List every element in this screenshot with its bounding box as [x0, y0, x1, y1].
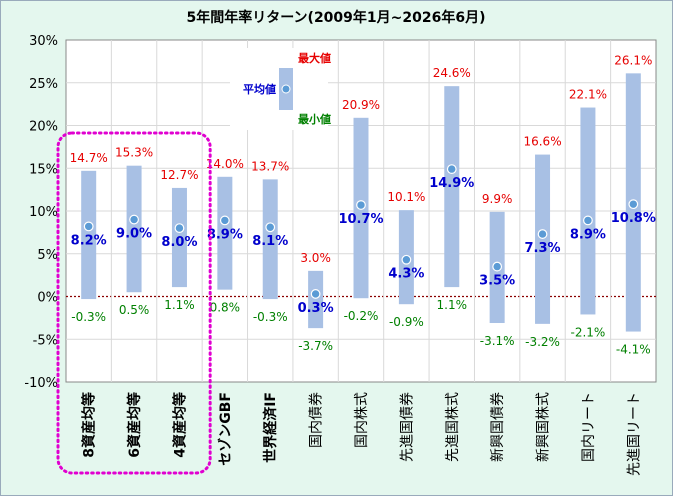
- x-category-label: 8資産均等: [81, 392, 98, 458]
- max-label: 16.6%: [523, 135, 561, 149]
- average-point: [219, 215, 230, 226]
- max-label: 15.3%: [115, 146, 153, 160]
- average-point: [401, 254, 412, 265]
- range-bar: [81, 170, 97, 300]
- range-bar: [535, 154, 551, 324]
- x-category-label: 世界経済IF: [262, 392, 279, 463]
- y-tick-label: -10%: [24, 376, 58, 391]
- range-bar: [171, 187, 187, 288]
- average-label: 8.9%: [207, 227, 243, 242]
- min-label: -0.2%: [344, 309, 379, 323]
- average-label: 3.5%: [479, 274, 515, 289]
- x-category-label: 国内債券: [309, 392, 325, 448]
- x-category-label: 先進国株式: [445, 392, 461, 462]
- y-tick-label: 5%: [37, 248, 58, 263]
- average-label: 4.3%: [388, 267, 424, 282]
- min-label: 1.1%: [164, 298, 195, 312]
- average-label: 8.0%: [161, 235, 197, 250]
- y-tick-label: -5%: [33, 333, 58, 348]
- average-point: [265, 222, 276, 233]
- average-point: [129, 214, 139, 225]
- x-category-label: 新興国株式: [536, 392, 552, 462]
- max-label: 14.0%: [206, 157, 244, 171]
- average-label: 0.3%: [298, 301, 334, 316]
- y-tick-label: 20%: [29, 120, 58, 135]
- average-label: 8.2%: [71, 233, 107, 248]
- average-label: 8.9%: [570, 227, 606, 242]
- y-tick-label: 0%: [37, 291, 58, 306]
- range-bar: [126, 165, 142, 293]
- min-label: -0.3%: [253, 310, 288, 324]
- average-point: [174, 223, 185, 234]
- x-category-label: セゾンGBF: [217, 392, 234, 466]
- x-category-label: 先進国リート: [626, 392, 642, 476]
- min-label: -3.1%: [480, 334, 515, 348]
- max-label: 9.9%: [482, 192, 513, 206]
- min-label: -3.7%: [298, 339, 333, 353]
- range-bars: 14.7% 8.2% -0.3% 15.3% 9.0% 0.5% 12.7% 8.0% 1.1%…: [70, 53, 656, 356]
- chart-title: 5年間年率リターン(2009年1月~2026年6月): [187, 9, 486, 26]
- range-bar: [444, 86, 460, 288]
- x-category-label: 6資産均等: [126, 392, 143, 458]
- average-point: [492, 261, 503, 272]
- highlight-box: [56, 131, 212, 475]
- max-label: 3.0%: [300, 251, 331, 265]
- y-tick-label: 30%: [29, 34, 58, 49]
- average-point: [583, 215, 593, 226]
- average-label: 8.1%: [252, 234, 288, 249]
- legend-max-label: 最大値: [298, 51, 331, 65]
- max-label: 13.7%: [251, 159, 289, 173]
- range-bar: [262, 179, 278, 300]
- max-label: 12.7%: [160, 168, 198, 182]
- average-label: 9.0%: [116, 227, 152, 242]
- max-label: 10.1%: [387, 190, 425, 204]
- max-label: 24.6%: [433, 66, 471, 80]
- max-label: 14.7%: [70, 151, 108, 165]
- x-category-label: 新興国債券: [490, 392, 506, 462]
- legend-min-label: 最小値: [298, 112, 331, 126]
- average-label: 10.7%: [338, 212, 383, 227]
- x-category-label: 国内リート: [581, 392, 597, 462]
- y-tick-label: 10%: [29, 205, 58, 220]
- min-label: -3.2%: [525, 335, 560, 349]
- y-tick-label: 25%: [29, 77, 58, 92]
- min-label: 0.5%: [119, 303, 150, 317]
- min-label: 1.1%: [437, 298, 468, 312]
- average-point: [537, 229, 548, 239]
- min-label: -2.1%: [571, 325, 606, 339]
- x-category-label: 国内株式: [354, 392, 370, 448]
- average-label: 7.3%: [525, 241, 561, 256]
- average-label: 10.8%: [611, 211, 656, 226]
- average-point: [446, 164, 457, 175]
- range-bar: [217, 176, 233, 290]
- x-axis: 8資産均等 6資産均等 4資産均等 セゾンGBF 世界経済IF 国内債券 国内株式 先進国債券…: [81, 392, 643, 476]
- y-tick-label: 15%: [29, 162, 58, 177]
- max-label: 20.9%: [342, 98, 380, 112]
- average-label: 14.9%: [429, 176, 474, 191]
- max-label: 22.1%: [569, 88, 607, 102]
- x-category-label: 先進国債券: [399, 392, 415, 462]
- legend-average-label: 平均値: [243, 82, 276, 96]
- x-category-label: 4資産均等: [171, 392, 188, 458]
- legend-average-point: [281, 84, 291, 94]
- min-label: -0.3%: [71, 310, 106, 324]
- average-point: [83, 221, 94, 232]
- average-point: [356, 200, 366, 210]
- y-axis: -10% -5% 0% 5% 10% 15% 20% 25% 30%: [24, 34, 58, 391]
- average-point: [310, 289, 321, 299]
- min-label: -4.1%: [616, 343, 651, 357]
- max-label: 26.1%: [614, 53, 652, 67]
- min-label: 0.8%: [210, 301, 241, 315]
- range-bar: [308, 270, 324, 329]
- range-bar: [580, 107, 596, 315]
- min-label: -0.9%: [389, 315, 424, 329]
- average-point: [628, 199, 639, 210]
